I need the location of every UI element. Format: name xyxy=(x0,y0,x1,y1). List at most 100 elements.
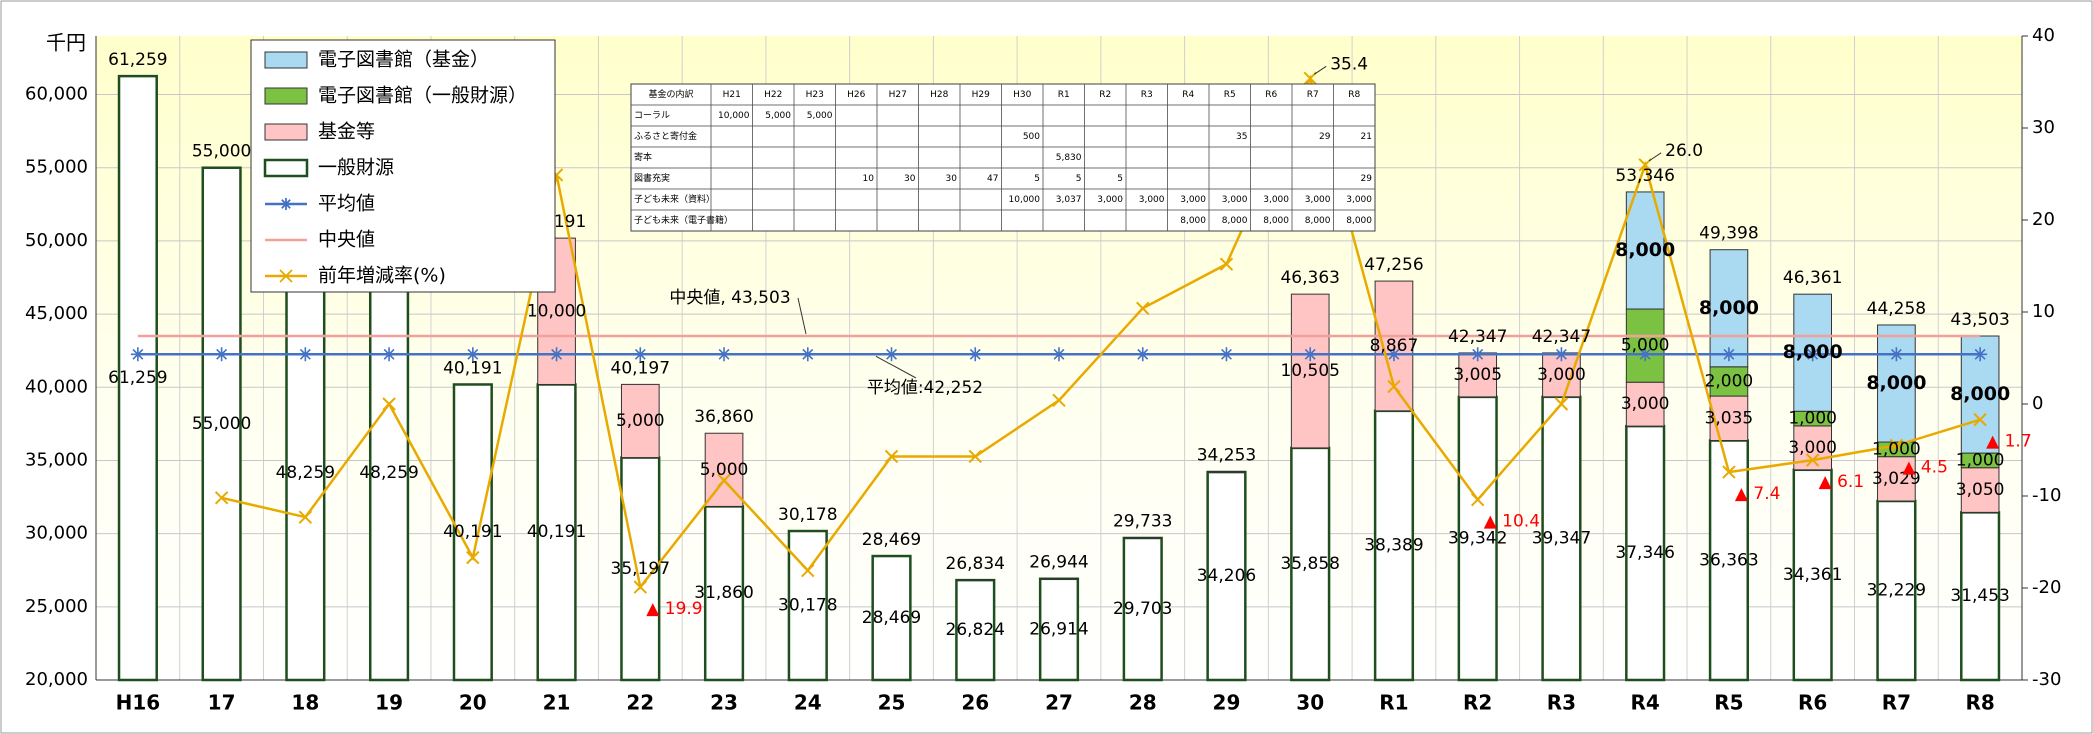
rate-marker xyxy=(1638,158,1652,172)
x-tick-label: R3 xyxy=(1547,691,1576,715)
average-marker xyxy=(298,347,313,362)
x-tick-label: 23 xyxy=(710,691,738,715)
table-box xyxy=(630,83,1376,232)
average-marker xyxy=(633,347,648,362)
total-label: 26,944 xyxy=(1029,552,1088,572)
x-tick-label: 27 xyxy=(1045,691,1073,715)
rate-marker xyxy=(968,449,982,464)
segment-label: 5,000 xyxy=(616,411,665,431)
table-cell-text: 5,000 xyxy=(807,111,833,121)
total-label: 44,258 xyxy=(1867,299,1926,319)
segment-label: 48,259 xyxy=(359,463,418,483)
table-header: R8 xyxy=(1348,90,1360,100)
total-label: 40,191 xyxy=(443,358,502,378)
average-marker xyxy=(800,347,815,362)
rate-label: ▲ 7.4 xyxy=(1735,484,1781,504)
segment-label: 10,505 xyxy=(1280,361,1339,381)
table-header: R7 xyxy=(1307,90,1319,100)
table-cell-text: 3,000 xyxy=(1263,195,1289,205)
segment-label: 40,191 xyxy=(443,522,502,542)
legend-label: 前年増減率(%) xyxy=(318,265,446,287)
segment-label: 38,389 xyxy=(1364,535,1423,555)
legend-label: 平均値 xyxy=(318,193,375,215)
rate-label: ▲ 6.1 xyxy=(1819,472,1865,492)
table-cell-text: 30 xyxy=(904,174,916,184)
legend-swatch xyxy=(264,87,308,105)
table-cell-text: 5,830 xyxy=(1056,153,1082,163)
table-header: R2 xyxy=(1099,90,1111,100)
y2-tick-label: -30 xyxy=(2032,669,2061,690)
x-tick-label: 28 xyxy=(1129,691,1157,715)
table-cell-text: ふるさと寄付金 xyxy=(634,130,697,142)
table-header: H21 xyxy=(723,90,741,100)
table-cell-text: 3,000 xyxy=(1097,195,1123,205)
table-cell-text: 3,000 xyxy=(1305,195,1331,205)
segment-label: 1,000 xyxy=(1872,439,1921,459)
y-tick-label: 40,000 xyxy=(25,376,88,397)
x-tick-label: R8 xyxy=(1965,691,1994,715)
table-cell-text: 5 xyxy=(1076,174,1082,184)
x-tick-label: R7 xyxy=(1882,691,1911,715)
total-label: 43,503 xyxy=(1950,310,2009,330)
average-marker xyxy=(1973,347,1988,362)
total-label: 46,361 xyxy=(1783,268,1842,288)
table-cell-text: 5,000 xyxy=(765,111,791,121)
segment-label: 3,000 xyxy=(1537,365,1586,385)
x-tick-label: 22 xyxy=(626,691,654,715)
average-marker xyxy=(1554,347,1569,362)
x-tick-label: 30 xyxy=(1296,691,1324,715)
segment-label: 34,361 xyxy=(1783,565,1842,585)
legend-label: 電子図書館（一般財源） xyxy=(318,85,527,107)
rate-label: ▲ 4.5 xyxy=(1902,457,1948,477)
x-tick-label: 19 xyxy=(375,691,403,715)
y2-tick-label: -10 xyxy=(2032,485,2061,506)
segment-label: 29,703 xyxy=(1113,599,1172,619)
average-marker xyxy=(1889,347,1904,362)
average-marker xyxy=(717,347,732,362)
total-label: 29,733 xyxy=(1113,512,1172,532)
rate-marker xyxy=(466,550,480,565)
rate-marker xyxy=(1136,301,1150,316)
bar-segment xyxy=(1708,439,1750,682)
bar-segment xyxy=(1877,456,1916,502)
table-cell-text: 10,000 xyxy=(1009,195,1041,205)
table-cell-text: 寄本 xyxy=(634,151,652,163)
table-header: H23 xyxy=(806,90,824,100)
legend-label: 電子図書館（基金） xyxy=(318,49,489,71)
bar-segment xyxy=(117,74,158,682)
legend-swatch xyxy=(264,51,308,69)
x-tick-label: 25 xyxy=(878,691,906,715)
bar-segment xyxy=(620,383,660,459)
bar-segment xyxy=(1709,249,1749,368)
table-cell-text: 図書充実 xyxy=(634,172,670,184)
segment-label: 8,000 xyxy=(1615,239,1675,261)
segment-label: 3,000 xyxy=(1788,438,1837,458)
total-label: 53,346 xyxy=(1615,166,1674,186)
total-label: 34,253 xyxy=(1197,445,1256,465)
segment-label: 28,469 xyxy=(862,608,921,628)
bar-segment xyxy=(1625,381,1665,427)
average-marker xyxy=(1052,347,1066,362)
segment-label: 31,453 xyxy=(1950,586,2009,606)
total-label: 47,256 xyxy=(1364,255,1423,275)
x-tick-label: 26 xyxy=(961,691,989,715)
table-header: R4 xyxy=(1182,90,1194,100)
table-cell-text: 8,000 xyxy=(1263,216,1289,226)
table-cell-text: 8,000 xyxy=(1180,216,1206,226)
table-cell-text: 8,000 xyxy=(1346,216,1372,226)
y2-tick-label: 40 xyxy=(2032,25,2055,46)
average-marker xyxy=(1721,347,1736,362)
average-marker xyxy=(1805,347,1820,362)
table-cell-text: 5 xyxy=(1034,174,1040,184)
average-marker xyxy=(884,347,899,362)
rate-marker xyxy=(801,563,815,578)
legend-swatch xyxy=(263,158,309,178)
rate-marker xyxy=(382,397,396,411)
x-tick-label: R4 xyxy=(1631,691,1660,715)
rate-marker xyxy=(1052,393,1066,408)
rate-label-leader xyxy=(1313,65,1327,75)
y2-tick-label: 10 xyxy=(2032,301,2055,322)
segment-label: 37,346 xyxy=(1615,543,1674,563)
rate-marker xyxy=(884,449,899,464)
